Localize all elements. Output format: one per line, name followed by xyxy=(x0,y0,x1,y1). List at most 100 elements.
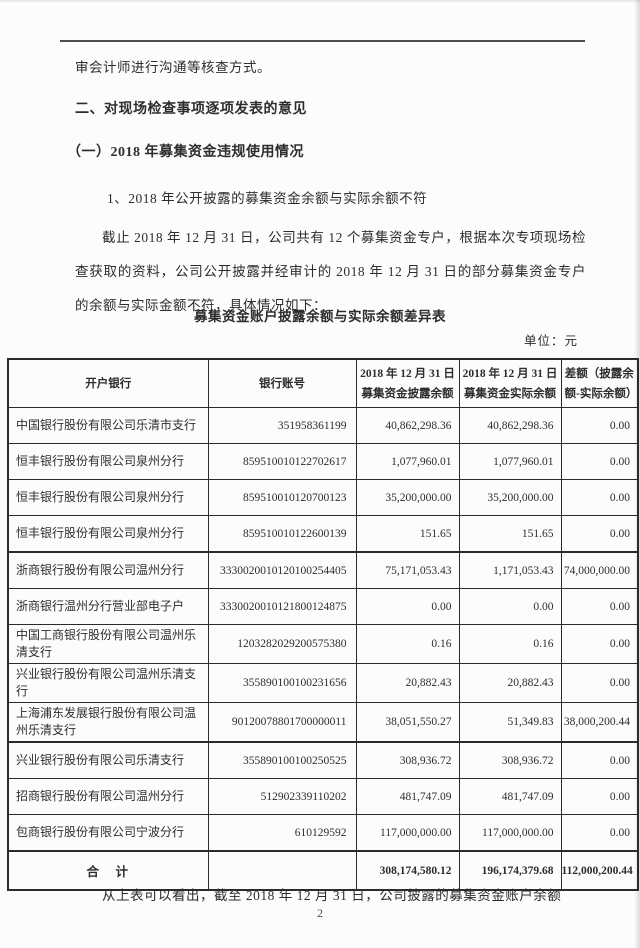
cell-disclosed: 0.16 xyxy=(355,624,460,664)
cell-account: 351958361199 xyxy=(207,407,357,444)
cell-actual: 481,747.09 xyxy=(458,778,562,815)
table-row: 招商银行股份有限公司温州分行 512902339110202 481,747.09 4… xyxy=(7,778,639,815)
closing-line: 从上表可以看出，截至 2018 年 12 月 31 日，公司披露的募集资金账户余… xyxy=(102,888,562,903)
cell-disclosed: 75,171,053.43 xyxy=(355,551,460,589)
section-heading: 二、对现场检查事项逐项发表的意见 xyxy=(75,102,307,117)
cell-bank: 恒丰银行股份有限公司泉州分行 xyxy=(7,479,209,516)
cell-diff: 0.00 xyxy=(560,515,639,553)
cell-bank: 招商银行股份有限公司温州分行 xyxy=(7,778,209,815)
total-disclosed: 308,174,580.12 xyxy=(355,850,460,891)
cell-account: 90120078801700000011 xyxy=(207,702,357,743)
body-paragraph: 截止 2018 年 12 月 31 日，公司共有 12 个募集资金专户，根据本次… xyxy=(75,230,586,313)
cell-account: 3330020010120100254405 xyxy=(207,551,357,589)
table-row: 包商银行股份有限公司宁波分行 610129592 117,000,000.00 117… xyxy=(7,814,639,852)
page-number: 2 xyxy=(317,906,323,920)
cell-disclosed: 308,936.72 xyxy=(355,741,460,779)
table-row: 中国银行股份有限公司乐清市支行 351958361199 40,862,298.36… xyxy=(7,407,639,444)
cell-diff: 0.00 xyxy=(560,443,639,480)
table-row: 中国工商银行股份有限公司温州乐清支行 1203282029200575380 0.1… xyxy=(7,624,639,664)
cell-bank: 中国银行股份有限公司乐清市支行 xyxy=(7,407,209,444)
cell-disclosed: 151.65 xyxy=(355,515,460,553)
table-header-row: 开户银行 银行账号 2018 年 12 月 31 日募集资金披露余额 2018 年 1… xyxy=(7,358,639,408)
column-header: 2018 年 12 月 31 日募集资金披露余额 xyxy=(355,358,460,408)
cell-bank: 浙商银行股份有限公司温州分行 xyxy=(7,551,209,589)
cell-bank: 浙商银行温州分行营业部电子户 xyxy=(7,588,209,625)
cell-account: 859510010120700123 xyxy=(207,479,357,516)
cell-actual: 1,077,960.01 xyxy=(458,443,562,480)
cell-account: 3330020010121800124875 xyxy=(207,588,357,625)
table-row: 浙商银行股份有限公司温州分行 3330020010120100254405 75,1… xyxy=(7,551,639,589)
cell-actual: 40,862,298.36 xyxy=(458,407,562,444)
cell-account: 355890100100250525 xyxy=(207,741,357,779)
table-row: 兴业银行股份有限公司乐清支行 355890100100250525 308,936.… xyxy=(7,741,639,779)
table-row: 恒丰银行股份有限公司泉州分行 859510010122600139 151.65 15… xyxy=(7,515,639,553)
table-title: 募集资金账户披露余额与实际余额差异表 xyxy=(194,309,446,324)
column-header: 差额（披露余 额-实际余额） xyxy=(560,358,639,408)
cell-bank: 中国工商银行股份有限公司温州乐清支行 xyxy=(7,624,209,664)
cell-account: 512902339110202 xyxy=(207,778,357,815)
table-row: 恒丰银行股份有限公司泉州分行 859510010122702617 1,077,96… xyxy=(7,443,639,480)
cell-diff: 38,000,200.44 xyxy=(560,702,639,743)
total-diff: 112,000,200.44 xyxy=(560,850,639,891)
cell-bank: 上海浦东发展银行股份有限公司温州乐清支行 xyxy=(7,702,209,743)
cell-disclosed: 20,882.43 xyxy=(355,663,460,703)
table-body: 中国银行股份有限公司乐清市支行 351958361199 40,862,298.36… xyxy=(7,407,639,852)
cell-bank: 兴业银行股份有限公司乐清支行 xyxy=(7,741,209,779)
cell-diff: 74,000,000.00 xyxy=(560,551,639,589)
cell-actual: 51,349.83 xyxy=(458,702,562,743)
cell-diff: 0.00 xyxy=(560,588,639,625)
cell-account: 610129592 xyxy=(207,814,357,852)
column-header: 2018 年 12 月 31 日募集资金实际余额 xyxy=(458,358,562,408)
cell-disclosed: 38,051,550.27 xyxy=(355,702,460,743)
total-actual: 196,174,379.68 xyxy=(458,850,562,891)
cell-account: 859510010122702617 xyxy=(207,443,357,480)
cell-disclosed: 35,200,000.00 xyxy=(355,479,460,516)
cell-diff: 0.00 xyxy=(560,624,639,664)
cell-diff: 0.00 xyxy=(560,778,639,815)
cell-actual: 20,882.43 xyxy=(458,663,562,703)
cell-actual: 0.00 xyxy=(458,588,562,625)
table-header: 开户银行 银行账号 2018 年 12 月 31 日募集资金披露余额 2018 年 1… xyxy=(7,358,639,408)
table-footer: 合 计 308,174,580.12 196,174,379.68 112,00… xyxy=(7,850,639,891)
cell-actual: 308,936.72 xyxy=(458,741,562,779)
cell-actual: 1,171,053.43 xyxy=(458,551,562,589)
cell-disclosed: 1,077,960.01 xyxy=(355,443,460,480)
unit-label: 单位：元 xyxy=(523,334,578,348)
table-row: 恒丰银行股份有限公司泉州分行 859510010120700123 35,200,0… xyxy=(7,479,639,516)
cell-diff: 0.00 xyxy=(560,814,639,852)
cell-bank: 兴业银行股份有限公司温州乐清支行 xyxy=(7,663,209,703)
subsection-heading: （一）2018 年募集资金违规使用情况 xyxy=(67,145,304,160)
table-row: 兴业银行股份有限公司温州乐清支行 355890100100231656 20,882… xyxy=(7,663,639,703)
cell-account: 859510010122600139 xyxy=(207,515,357,553)
column-header: 开户银行 xyxy=(7,358,209,408)
cell-bank: 恒丰银行股份有限公司泉州分行 xyxy=(7,443,209,480)
cell-diff: 0.00 xyxy=(560,407,639,444)
table-row: 浙商银行温州分行营业部电子户 3330020010121800124875 0.00… xyxy=(7,588,639,625)
cell-account: 1203282029200575380 xyxy=(207,624,357,664)
cell-diff: 0.00 xyxy=(560,479,639,516)
cell-actual: 151.65 xyxy=(458,515,562,553)
table-row: 上海浦东发展银行股份有限公司温州乐清支行 90120078801700000011… xyxy=(7,702,639,743)
cell-actual: 0.16 xyxy=(458,624,562,664)
cell-disclosed: 0.00 xyxy=(355,588,460,625)
cell-account: 355890100100231656 xyxy=(207,663,357,703)
cell-bank: 恒丰银行股份有限公司泉州分行 xyxy=(7,515,209,553)
total-label: 合 计 xyxy=(7,850,209,891)
intro-line: 审会计师进行沟通等核查方式。 xyxy=(75,60,271,75)
balance-diff-table: 开户银行 银行账号 2018 年 12 月 31 日募集资金披露余额 2018 年 1… xyxy=(7,358,639,891)
cell-disclosed: 481,747.09 xyxy=(355,778,460,815)
header-rule xyxy=(60,40,585,42)
column-header: 银行账号 xyxy=(207,358,357,408)
total-row: 合 计 308,174,580.12 196,174,379.68 112,00… xyxy=(7,850,639,891)
total-account-cell xyxy=(207,850,357,891)
cell-diff: 0.00 xyxy=(560,663,639,703)
cell-disclosed: 40,862,298.36 xyxy=(355,407,460,444)
cell-disclosed: 117,000,000.00 xyxy=(355,814,460,852)
cell-actual: 117,000,000.00 xyxy=(458,814,562,852)
cell-actual: 35,200,000.00 xyxy=(458,479,562,516)
item-heading: 1、2018 年公开披露的募集资金余额与实际余额不符 xyxy=(107,191,428,206)
cell-bank: 包商银行股份有限公司宁波分行 xyxy=(7,814,209,852)
scan-edge-top xyxy=(0,0,640,2)
cell-diff: 0.00 xyxy=(560,741,639,779)
